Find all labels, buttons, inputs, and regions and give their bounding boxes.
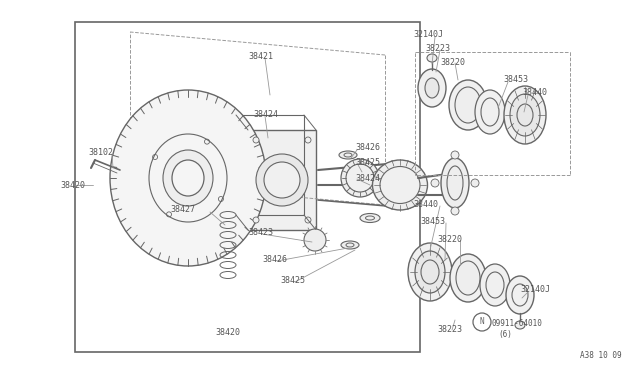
Text: 38426: 38426 [355,143,380,152]
Ellipse shape [172,160,204,196]
Ellipse shape [163,150,213,206]
Ellipse shape [415,251,445,293]
Ellipse shape [515,321,525,329]
Ellipse shape [408,243,452,301]
Text: 09911-64010: 09911-64010 [492,319,543,328]
Ellipse shape [449,80,487,130]
Text: (6): (6) [498,330,512,339]
Text: 38423: 38423 [248,228,273,237]
Ellipse shape [455,87,481,123]
Text: 38453: 38453 [503,75,528,84]
Ellipse shape [149,134,227,222]
Ellipse shape [451,207,459,215]
Ellipse shape [431,179,439,187]
Ellipse shape [339,151,357,159]
Text: N: N [480,317,484,327]
Ellipse shape [305,137,311,143]
Text: 38420: 38420 [215,328,240,337]
Text: 38223: 38223 [437,325,462,334]
Text: 38223: 38223 [425,44,450,53]
Ellipse shape [425,78,439,98]
Ellipse shape [110,90,266,266]
Ellipse shape [264,162,300,198]
Ellipse shape [510,94,540,136]
Text: 38220: 38220 [440,58,465,67]
Text: A38 10 09: A38 10 09 [580,351,622,360]
Ellipse shape [253,137,259,143]
Ellipse shape [441,158,469,208]
Text: 38421: 38421 [248,52,273,61]
Bar [75,22,420,352]
Ellipse shape [304,229,326,251]
Ellipse shape [471,179,479,187]
Text: 38424: 38424 [253,110,278,119]
Ellipse shape [305,217,311,223]
Ellipse shape [450,254,486,302]
Ellipse shape [360,214,380,222]
Text: 38440: 38440 [522,88,547,97]
Text: 32140J: 32140J [520,285,550,294]
Ellipse shape [346,164,374,192]
Ellipse shape [456,261,480,295]
Text: 38220: 38220 [437,235,462,244]
Ellipse shape [480,264,510,306]
Ellipse shape [475,90,505,134]
Text: 38420: 38420 [60,180,85,189]
Text: 38425: 38425 [280,276,305,285]
Text: 38102: 38102 [88,148,113,157]
Ellipse shape [372,160,428,210]
Ellipse shape [451,151,459,159]
Text: 38440: 38440 [413,200,438,209]
Ellipse shape [380,167,420,203]
Text: 32140J: 32140J [413,30,443,39]
Text: 38427: 38427 [170,205,195,214]
Text: 38425: 38425 [355,158,380,167]
Bar [248,130,316,230]
Text: 38424: 38424 [355,174,380,183]
Text: 38453: 38453 [420,217,445,226]
Ellipse shape [504,86,546,144]
Ellipse shape [418,69,446,107]
Ellipse shape [506,276,534,314]
Ellipse shape [341,159,379,197]
Ellipse shape [341,241,359,249]
Ellipse shape [253,217,259,223]
Ellipse shape [256,154,308,206]
Text: 38426: 38426 [262,255,287,264]
Bar [236,115,304,215]
Ellipse shape [427,54,437,62]
